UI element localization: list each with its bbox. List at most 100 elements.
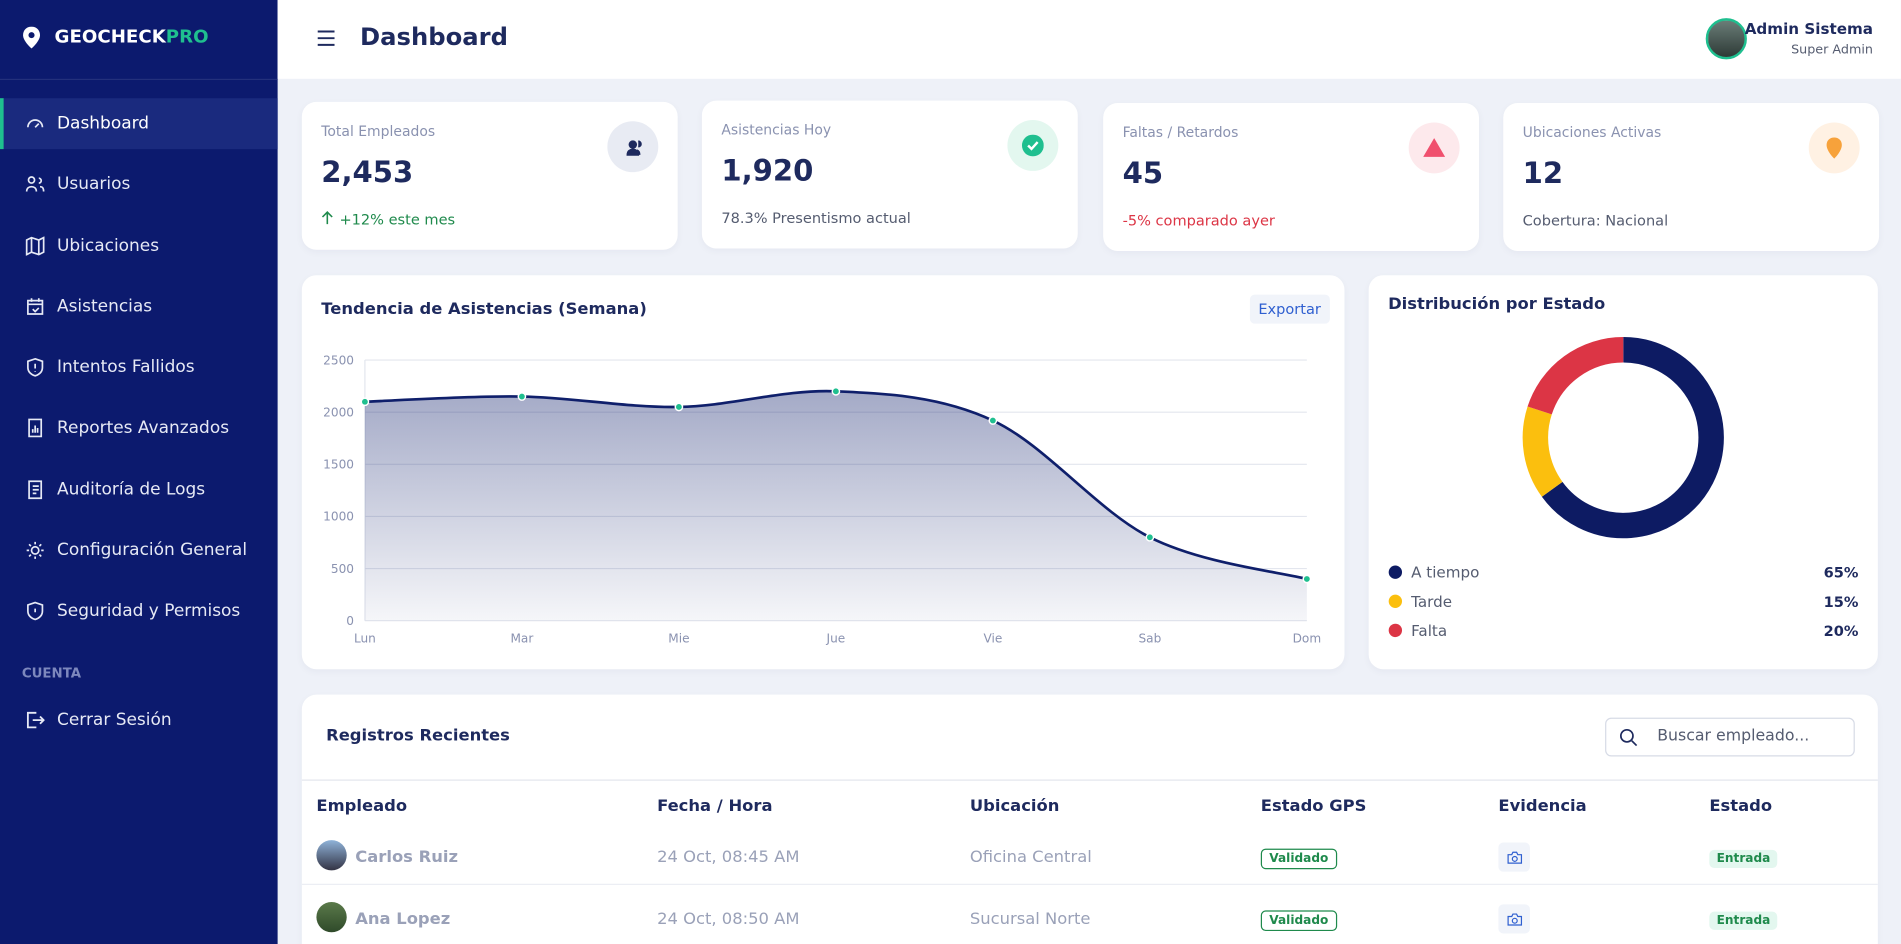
nav-item[interactable]: Asistencias: [0, 281, 278, 332]
icon-shape: [626, 140, 642, 156]
stat-value: 1,920: [721, 153, 814, 188]
sidebar: GEOCHECKPRO Dashboard Usuarios Ubicaciones…: [0, 0, 278, 944]
nav-item[interactable]: Intentos Fallidos: [0, 342, 278, 393]
nav-item[interactable]: Usuarios: [0, 159, 278, 210]
donut-segment: [1541, 337, 1724, 539]
legend-dot: [1388, 565, 1403, 579]
y-tick-label: 500: [331, 562, 354, 576]
x-tick-label: Jue: [826, 632, 846, 646]
location: Oficina Central: [969, 847, 1092, 867]
search-box[interactable]: Buscar empleado...: [1605, 717, 1855, 757]
stat-icon: [1007, 120, 1059, 171]
export-button[interactable]: Exportar: [1249, 294, 1330, 324]
line-chart-card: Tendencia de Asistencias (Semana) Export…: [301, 275, 1345, 670]
evidence-button[interactable]: [1498, 904, 1530, 934]
x-tick-label: Mie: [668, 632, 689, 646]
y-tick-label: 2500: [323, 353, 354, 367]
icon-shape: [27, 119, 44, 128]
line-chart: 0 500 1000 1500 2000 2500 Lun Mar Mie Jue Vie Sab Do…: [323, 353, 1321, 646]
nav-icon: [28, 418, 43, 438]
donut-chart: A tiempo 65% Tarde 15% Falta 20%: [1388, 337, 1859, 640]
x-tick-label: Vie: [983, 632, 1002, 646]
stat-icon: [1808, 122, 1860, 174]
nav-icon: [26, 541, 44, 559]
icon-shape: [1826, 137, 1842, 159]
x-tick-label: Mar: [510, 632, 533, 646]
chart-title: Distribución por Estado: [1388, 294, 1606, 314]
avatar[interactable]: [1705, 18, 1747, 60]
section-label: CUENTA: [21, 665, 82, 682]
datetime: 24 Oct, 08:50 AM: [657, 909, 800, 929]
user-name: Admin Sistema: [1744, 19, 1874, 38]
stat-label: Ubicaciones Activas: [1522, 123, 1662, 141]
nav-icon: [27, 601, 44, 621]
stat-icon: [1408, 122, 1460, 174]
point: [831, 386, 841, 396]
stat-card: Ubicaciones Activas 12 Cobertura: Nacional: [1503, 103, 1880, 251]
stat-note: +12% este mes: [321, 211, 455, 228]
gps-badge: Validado: [1260, 910, 1337, 932]
point: [988, 416, 998, 425]
nav-label: Reportes Avanzados: [56, 418, 230, 438]
column-header: Estado GPS: [1260, 796, 1367, 816]
legend-label: A tiempo: [1411, 564, 1479, 582]
logo-icon: [23, 26, 41, 49]
icon: [1423, 138, 1446, 157]
table-title: Registros Recientes: [326, 726, 510, 746]
nav-item[interactable]: Seguridad y Permisos: [0, 586, 278, 637]
y-tick-label: 2000: [323, 405, 354, 419]
nav-item[interactable]: Ubicaciones: [0, 220, 278, 271]
divider: [0, 78, 278, 81]
stat-note-text: +12% este mes: [339, 210, 456, 228]
stat-note-text: -5% comparado ayer: [1122, 212, 1275, 230]
x-tick-label: Lun: [354, 632, 376, 646]
stat-card: Total Empleados 2,453 +12% este mes: [301, 101, 678, 250]
nav-label: Usuarios: [56, 174, 131, 195]
icon-shape: [28, 418, 43, 438]
page-title: Dashboard: [360, 21, 508, 51]
icon-shape: [26, 541, 44, 559]
avatar: [316, 840, 347, 871]
datetime: 24 Oct, 08:45 AM: [657, 847, 800, 867]
donut-segment: [1527, 337, 1624, 415]
nav-item[interactable]: Auditoría de Logs: [0, 464, 278, 515]
nav-item[interactable]: Configuración General: [0, 525, 278, 576]
legend-value: 65%: [1824, 566, 1859, 582]
nav-label: Seguridad y Permisos: [56, 601, 241, 621]
brand-text: GEOCHECK: [54, 25, 166, 48]
legend-value: 15%: [1824, 595, 1859, 611]
user-role: Super Admin: [1791, 42, 1874, 57]
stat-note: Cobertura: Nacional: [1523, 212, 1668, 229]
icon-shape: [28, 479, 43, 499]
table-card: Registros Recientes Buscar empleado... E…: [301, 694, 1878, 944]
legend-value: 20%: [1824, 624, 1859, 640]
nav-label: Auditoría de Logs: [56, 479, 206, 499]
stat-label: Asistencias Hoy: [721, 121, 832, 139]
nav-label: Intentos Fallidos: [56, 357, 195, 378]
logout[interactable]: Cerrar Sesión: [0, 695, 278, 746]
nav-icon: [28, 479, 43, 499]
icon-shape: [1506, 912, 1522, 925]
nav-item[interactable]: Reportes Avanzados: [0, 403, 278, 454]
trend-arrow: [321, 211, 333, 225]
stat-note: 78.3% Presentismo actual: [721, 210, 911, 227]
chart-title: Tendencia de Asistencias (Semana): [321, 299, 647, 319]
location: Sucursal Norte: [969, 909, 1091, 929]
column-header: Fecha / Hora: [657, 796, 773, 816]
column-header: Empleado: [316, 796, 408, 816]
camera-icon: [1506, 851, 1522, 864]
icon: [626, 140, 642, 156]
evidence-button[interactable]: [1498, 842, 1530, 872]
y-tick-label: 1500: [323, 458, 354, 472]
stat-card: Asistencias Hoy 1,920 78.3% Presentismo ac…: [701, 100, 1078, 249]
menu-toggle[interactable]: [317, 30, 335, 46]
nav-item[interactable]: Dashboard: [0, 98, 278, 150]
camera-icon: [1506, 912, 1522, 925]
nav-label: Ubicaciones: [56, 235, 160, 256]
point: [517, 392, 527, 401]
y-tick-label: 0: [346, 614, 354, 628]
icon-shape: [1021, 134, 1044, 157]
stat-icon: [607, 121, 659, 173]
point: [674, 402, 684, 412]
icon: [1826, 137, 1842, 159]
